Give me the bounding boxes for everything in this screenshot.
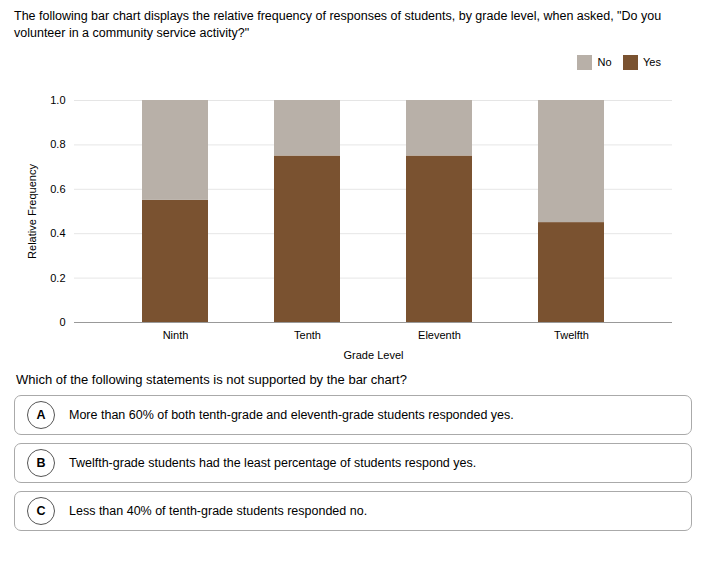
html-text:A: A <box>36 408 46 423</box>
svg-text:0.4: 0.4 <box>50 227 65 239</box>
html-text:B: B <box>36 456 46 471</box>
html-text:C: C <box>36 504 46 519</box>
svg-text:Tenth: Tenth <box>294 330 321 342</box>
svg-text:0.8: 0.8 <box>50 139 65 151</box>
svg-text:Ninth: Ninth <box>163 330 189 342</box>
svg-text:Grade Level: Grade Level <box>344 349 404 361</box>
svg-text:1.0: 1.0 <box>50 94 65 106</box>
svg-text:Eleventh: Eleventh <box>418 330 461 342</box>
svg-text:Relative Frequency: Relative Frequency <box>26 164 38 259</box>
svg-text:0.2: 0.2 <box>50 272 65 284</box>
html-text:Yes: Yes <box>643 56 661 69</box>
html-text:Which of the following stateme: Which of the following statements is not… <box>16 372 407 388</box>
svg-text:0: 0 <box>59 316 65 328</box>
html-text:The following bar chart displa: The following bar chart displays the rel… <box>14 9 662 40</box>
svg-text:0.6: 0.6 <box>50 183 65 195</box>
svg-text:Twelfth: Twelfth <box>554 330 589 342</box>
html-text:Less than 40% of tenth-grade s: Less than 40% of tenth-grade students re… <box>69 504 368 519</box>
html-text:Twelfth-grade students had the: Twelfth-grade students had the least per… <box>69 456 477 471</box>
html-text:No: No <box>597 56 612 69</box>
html-text:More than 60% of both tenth-gr: More than 60% of both tenth-grade and el… <box>69 408 514 423</box>
